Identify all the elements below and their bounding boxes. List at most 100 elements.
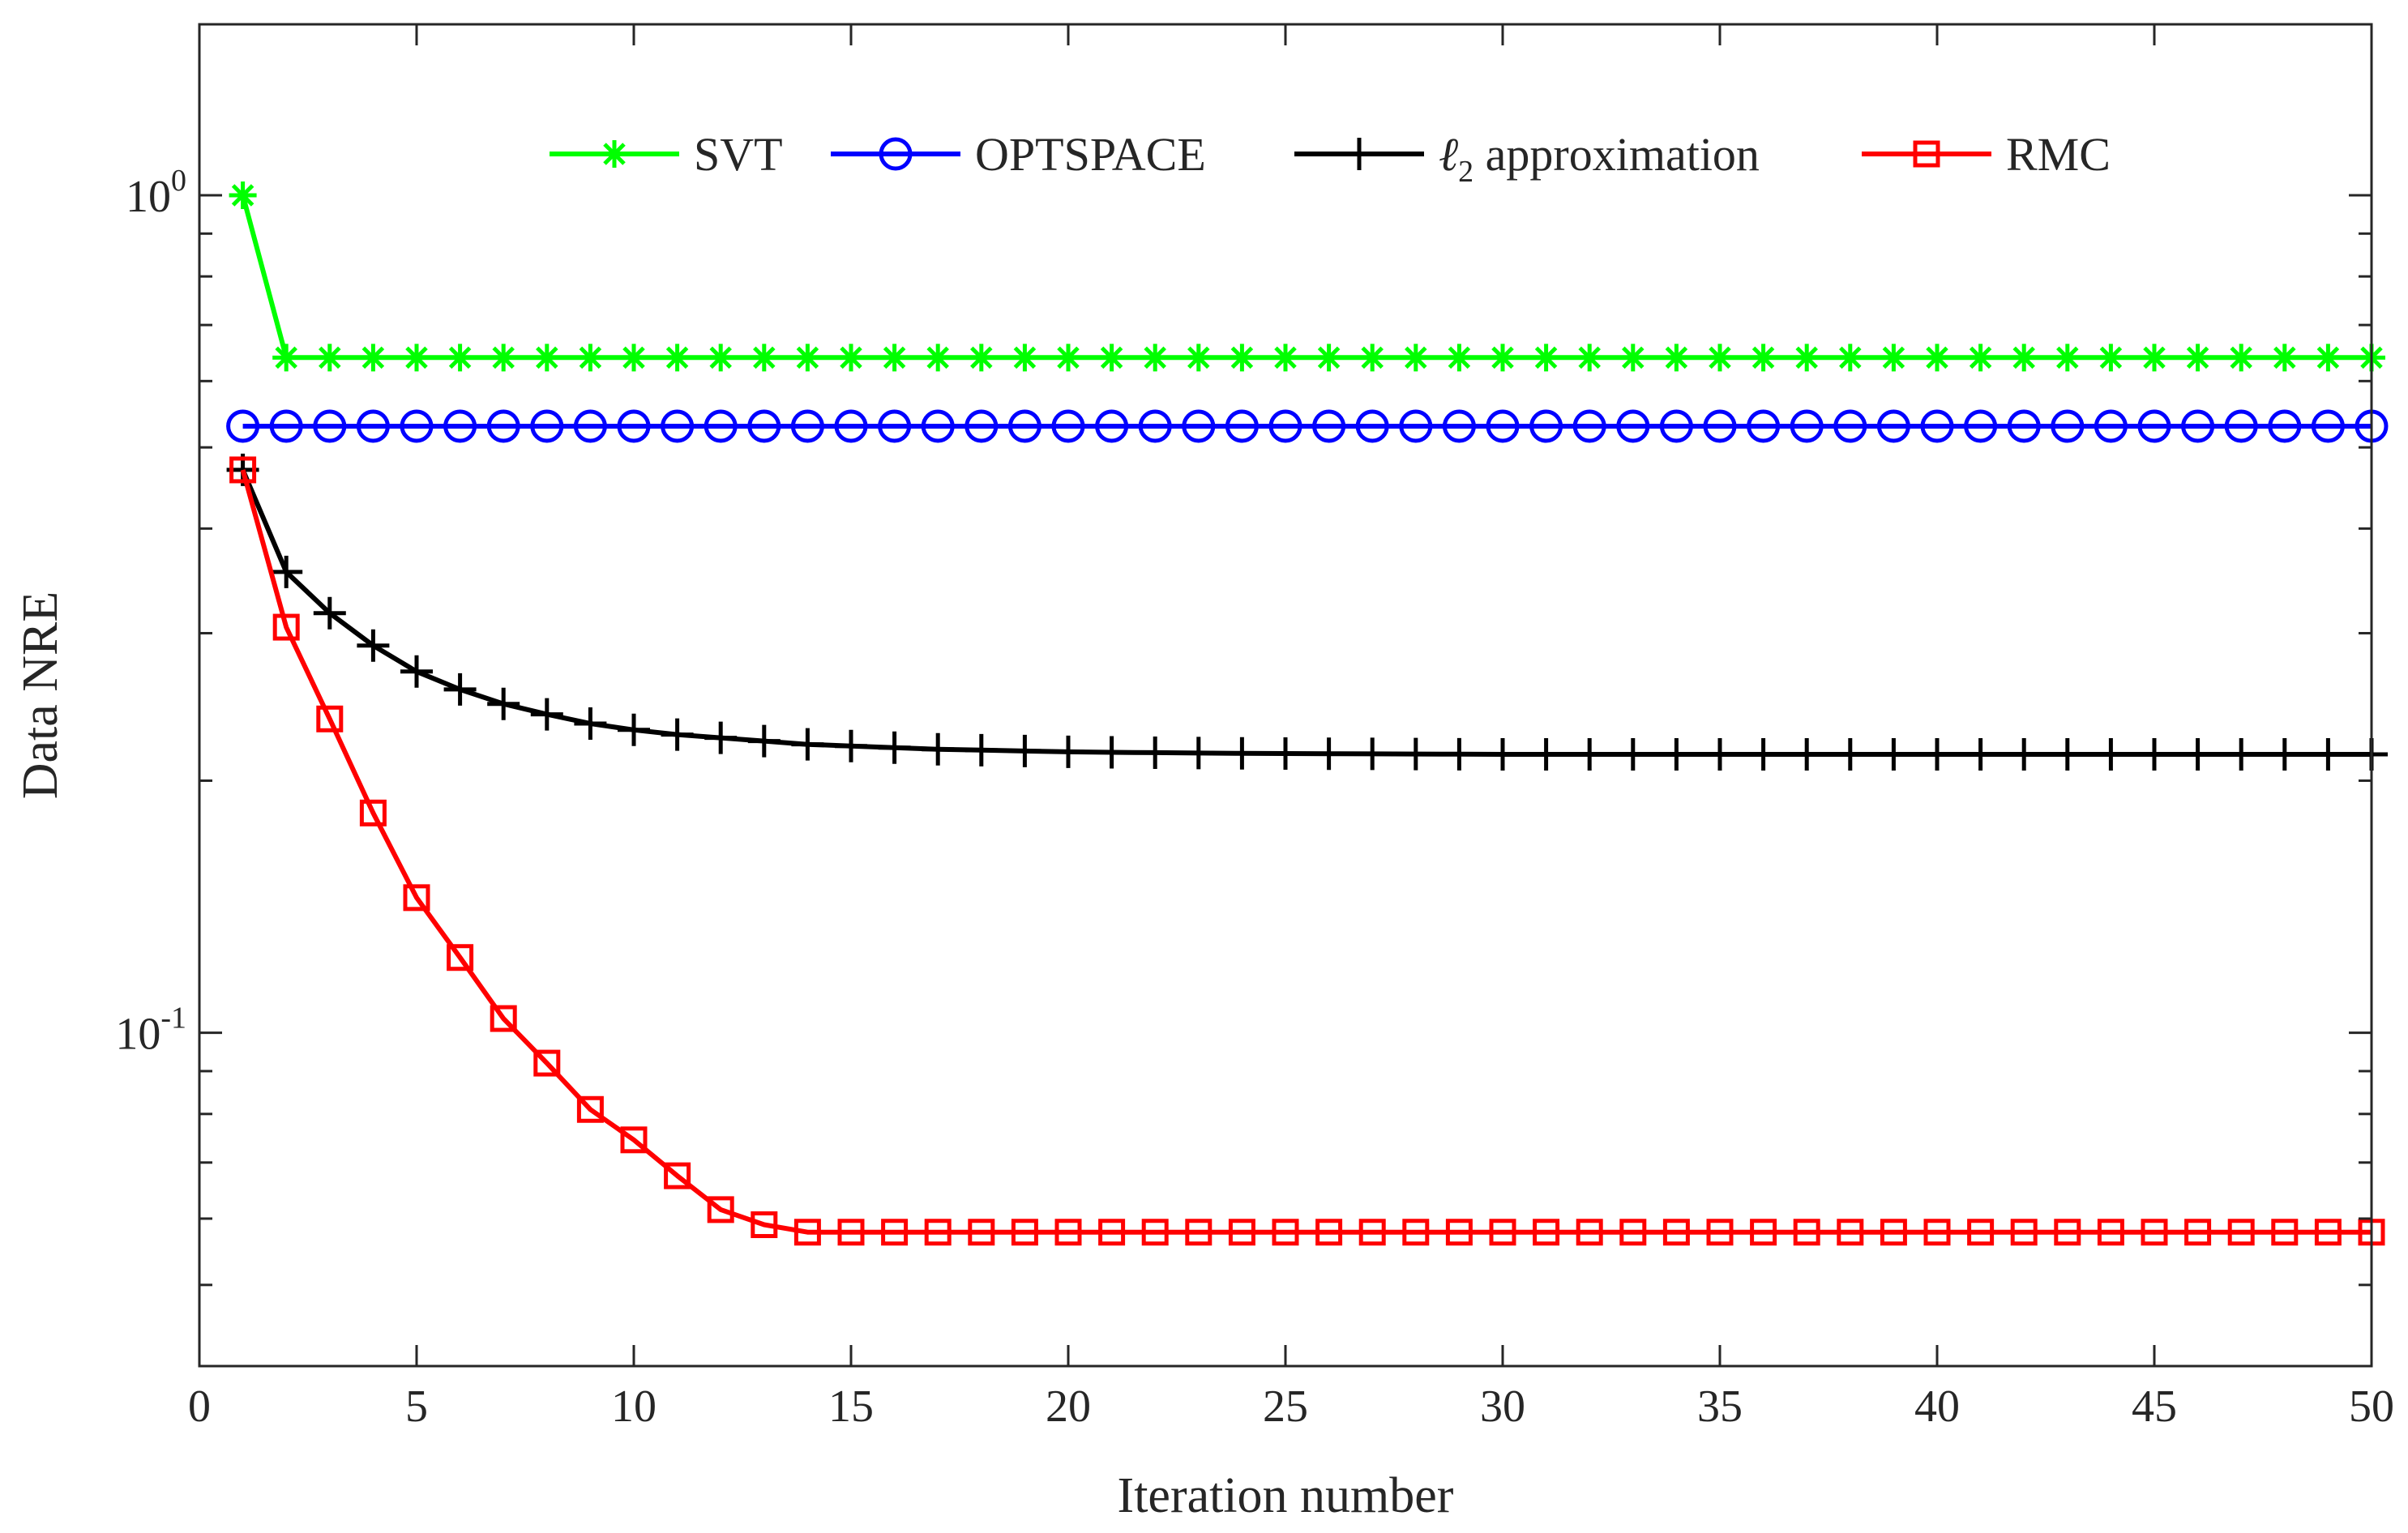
data-point [661,718,694,751]
series-layer [226,181,2389,1246]
data-point [750,344,778,372]
data-point [1184,344,1213,372]
data-point [1532,344,1560,372]
data-point [403,344,430,372]
data-point [1358,1219,1386,1246]
data-point [1051,409,1085,443]
data-point [1747,738,1780,771]
legend-marker [1343,138,1375,170]
data-point [2314,1219,2342,1246]
data-point [573,409,607,443]
data-point [2183,344,2212,372]
data-point [1489,344,1516,372]
data-point [313,596,346,630]
tick-label-layer: 0 5 10 15 20 25 30 35 40 45 50 100 10-1 [115,164,2394,1432]
data-point [1576,344,1604,372]
plot-background [199,24,2372,1366]
data-point [1486,409,1520,443]
data-point [2314,344,2342,372]
data-point [576,344,605,372]
data-point [1401,344,1430,372]
data-point [229,181,257,209]
data-point [1877,738,1910,771]
data-point [1790,409,1824,443]
series-circle [226,409,2389,443]
data-point [2311,409,2345,443]
data-point [1272,1219,1299,1246]
data-point [1272,344,1299,372]
data-point [1097,344,1126,372]
data-point [1312,737,1345,771]
data-point [1576,1219,1603,1246]
data-point [2097,344,2125,372]
data-point [1052,735,1084,768]
series-line [240,469,2372,1235]
data-point [2181,738,2214,771]
data-point [2312,738,2345,771]
data-point [2138,738,2171,771]
data-point [1269,737,1302,770]
data-point [707,344,735,372]
data-point [356,409,390,443]
data-point [617,409,651,443]
data-point [403,884,430,912]
x-tick-label: 0 [188,1381,211,1432]
data-point [313,409,347,443]
data-point [1662,344,1691,372]
data-point [400,409,434,443]
data-point [486,409,520,443]
data-point [793,1219,821,1246]
legend-entry: OPTSPACE [831,128,1206,181]
data-point [1921,738,1953,771]
data-point [1619,344,1647,372]
data-point [1355,409,1389,443]
data-point [1443,737,1476,771]
data-point [272,344,301,372]
data-point [530,698,563,731]
data-point [704,409,738,443]
data-point [443,673,477,706]
data-point [924,1219,952,1246]
y-axis-label: Data NRE [13,591,68,800]
data-point [2051,738,2084,771]
x-tick-label: 40 [1914,1381,1960,1432]
legend-entry: SVT [550,128,783,181]
data-point [400,655,433,688]
data-point [2268,738,2301,771]
data-point [2008,738,2041,771]
data-point [2053,344,2081,372]
data-point [837,1219,865,1246]
x-tick-label: 10 [611,1381,657,1432]
axes-layer [198,23,2373,1368]
data-point [226,409,260,443]
data-point [1228,344,1256,372]
data-point [1923,344,1951,372]
data-point [2141,1219,2168,1246]
data-point [272,613,300,641]
data-point [1225,409,1259,443]
data-point [964,409,999,443]
legend-entry: RMC [1862,128,2111,181]
data-point [443,409,477,443]
data-point [1793,1219,1820,1246]
data-point [1138,409,1172,443]
data-point [664,1162,691,1189]
data-point [751,1211,778,1239]
data-point [1054,1219,1082,1246]
data-point [487,687,520,720]
data-point [1704,738,1736,771]
data-point [1749,344,1777,372]
data-point [2097,1219,2124,1246]
data-point [1489,1219,1516,1246]
legend-entry: ℓ2 approximation [1294,128,1760,189]
legend-marker [1913,140,1940,168]
data-point [2268,409,2302,443]
data-point [1399,409,1433,443]
data-point [576,1095,604,1123]
data-point [532,344,561,372]
data-point [447,944,474,971]
data-point [791,728,824,761]
data-point [1007,409,1041,443]
data-point [1880,1219,1907,1246]
legend-marker [601,140,628,168]
